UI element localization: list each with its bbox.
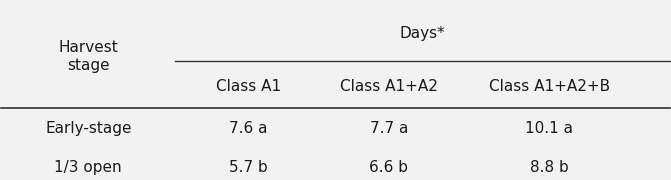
Text: Early-stage: Early-stage [45, 122, 132, 136]
Text: 10.1 a: 10.1 a [525, 122, 573, 136]
Text: 5.7 b: 5.7 b [229, 161, 268, 176]
Text: Class A1: Class A1 [216, 79, 281, 94]
Text: Days*: Days* [399, 26, 446, 41]
Text: 7.7 a: 7.7 a [370, 122, 408, 136]
Text: Harvest
stage: Harvest stage [58, 40, 118, 73]
Text: 6.6 b: 6.6 b [370, 161, 409, 176]
Text: 7.6 a: 7.6 a [229, 122, 268, 136]
Text: 1/3 open: 1/3 open [54, 161, 122, 176]
Text: Class A1+A2+B: Class A1+A2+B [488, 79, 610, 94]
Text: 8.8 b: 8.8 b [530, 161, 569, 176]
Text: Class A1+A2: Class A1+A2 [340, 79, 438, 94]
